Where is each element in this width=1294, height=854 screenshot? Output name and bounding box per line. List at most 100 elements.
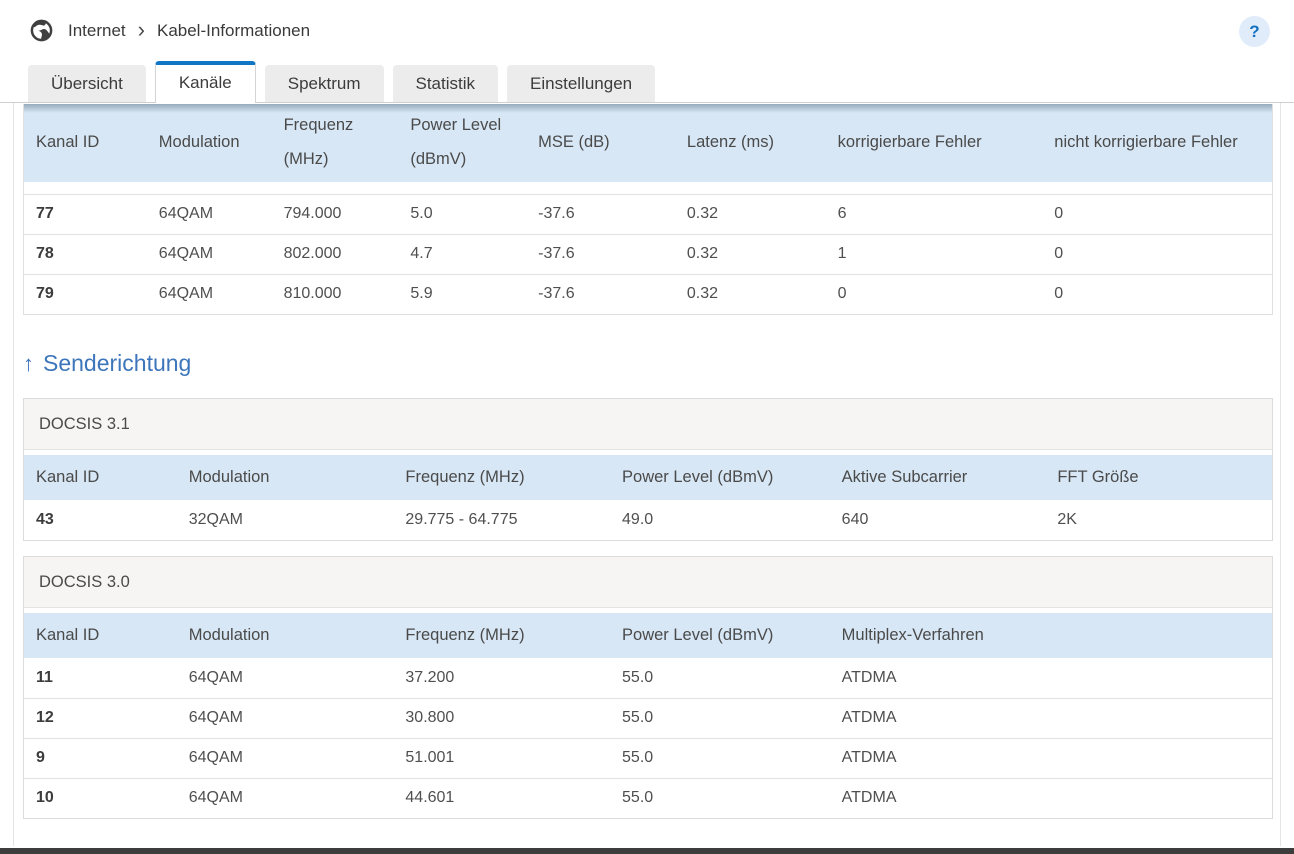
globe-icon [30, 19, 53, 42]
cell: ATDMA [841, 668, 897, 686]
table-row: 78 64QAM 802.000 4.7 -37.6 0.32 1 0 [24, 234, 1272, 274]
help-button[interactable]: ? [1239, 16, 1270, 47]
column-header: Frequenz (MHz) [271, 104, 399, 182]
partial-row [24, 182, 1272, 194]
cell: 640 [841, 511, 869, 528]
cell: 44.601 [405, 789, 455, 807]
tab-statistik[interactable]: Statistik [392, 65, 499, 102]
column-header: korrigierbare Fehler [825, 104, 1043, 182]
cell: 49.0 [622, 511, 654, 528]
cell: 37.200 [405, 668, 455, 686]
cell: 0.32 [686, 285, 719, 303]
column-header: Kanal ID [24, 104, 147, 182]
column-header: Kanal ID [24, 613, 177, 658]
column-header: Multiplex-Verfahren [829, 613, 1272, 658]
table-row: 9 64QAM 51.001 55.0 ATDMA [24, 738, 1272, 778]
cell: ATDMA [841, 749, 897, 766]
cell: 10 [36, 789, 54, 807]
column-header: FFT Größe [1045, 455, 1272, 500]
table-row: 79 64QAM 810.000 5.9 -37.6 0.32 0 0 [24, 274, 1272, 314]
cell: 55.0 [622, 749, 654, 766]
cell: 0 [1054, 285, 1064, 303]
column-header: Kanal ID [24, 455, 177, 500]
downstream-table: Kanal ID Modulation Frequenz (MHz) Power Le… [24, 104, 1272, 314]
table-row: 43 32QAM 29.775 - 64.775 49.0 640 2K [24, 500, 1272, 540]
header-row: Kanal ID Modulation Frequenz (MHz) Power Le… [24, 455, 1272, 500]
cell: ATDMA [841, 789, 897, 807]
cell: 5.0 [410, 205, 433, 222]
cell: -37.6 [538, 245, 575, 262]
header-row: Kanal ID Modulation Frequenz (MHz) Power Le… [24, 613, 1272, 658]
column-header: Modulation [146, 104, 272, 182]
cell: 78 [36, 245, 54, 262]
cell: 5.9 [410, 285, 433, 303]
table-row: 12 64QAM 30.800 55.0 ATDMA [24, 698, 1272, 738]
column-header: Latenz (ms) [674, 104, 826, 182]
cell: 0 [1054, 205, 1064, 222]
column-header: Power Level (dBmV) [610, 613, 830, 658]
docsis31-table: Kanal ID Modulation Frequenz (MHz) Power Le… [24, 455, 1272, 540]
tab-uebersicht[interactable]: Übersicht [28, 65, 146, 102]
cell: 0 [1054, 245, 1064, 262]
cell: 55.0 [622, 668, 654, 686]
cell: 64QAM [188, 668, 243, 686]
column-header: nicht korrigierbare Fehler [1042, 104, 1272, 182]
cell: -37.6 [538, 285, 575, 303]
column-header: MSE (dB) [526, 104, 675, 182]
cell: 79 [36, 285, 54, 303]
cell: 30.800 [405, 709, 455, 726]
cell: 64QAM [188, 749, 243, 766]
cell: 55.0 [622, 789, 654, 807]
cell: 29.775 - 64.775 [405, 511, 518, 528]
breadcrumb-item-internet[interactable]: Internet [68, 20, 126, 40]
tab-bar: Übersicht Kanäle Spektrum Statistik Eins… [28, 61, 656, 103]
column-header: Power Level (dBmV) [610, 455, 830, 500]
cell: 64QAM [158, 245, 214, 262]
cell: 32QAM [188, 511, 243, 528]
column-header: Modulation [176, 455, 394, 500]
tab-kanaele[interactable]: Kanäle [154, 61, 256, 103]
cell: 64QAM [188, 709, 243, 726]
cell: 802.000 [283, 245, 342, 262]
cell: 810.000 [283, 285, 342, 303]
cell: 43 [36, 511, 54, 528]
cell: 0 [837, 285, 847, 303]
up-arrow-icon: ↑ [23, 351, 34, 376]
bottom-bar [0, 848, 1294, 854]
column-header: Frequenz (MHz) [393, 455, 611, 500]
main-content: Kanal ID Modulation Frequenz (MHz) Power Le… [0, 103, 1294, 819]
cell: 0.32 [686, 205, 719, 222]
column-header: Modulation [176, 613, 394, 658]
cell: 64QAM [158, 205, 214, 222]
cell: 64QAM [188, 789, 243, 807]
upstream-heading-label: Senderichtung [43, 350, 192, 376]
cell: 51.001 [405, 749, 455, 766]
docsis30-section: DOCSIS 3.0 Kanal ID Modulation Frequenz (M… [23, 556, 1273, 819]
cell: -37.6 [538, 205, 575, 222]
cell: 12 [36, 709, 54, 726]
cell: 77 [36, 205, 54, 222]
docsis30-table: Kanal ID Modulation Frequenz (MHz) Power Le… [24, 613, 1272, 818]
cell: 0.32 [686, 245, 719, 262]
cell: 6 [837, 205, 847, 222]
cell: 4.7 [410, 245, 433, 262]
tab-spektrum[interactable]: Spektrum [264, 65, 384, 102]
docsis31-section: DOCSIS 3.1 Kanal ID Modulation Frequenz (M… [23, 398, 1273, 541]
upstream-heading: ↑ Senderichtung [23, 350, 1273, 377]
breadcrumb-item-kabel-informationen: Kabel-Informationen [156, 20, 311, 40]
table-row: 11 64QAM 37.200 55.0 ATDMA [24, 658, 1272, 698]
cell: ATDMA [841, 709, 897, 726]
breadcrumb-separator: › [137, 16, 145, 42]
docsis31-title: DOCSIS 3.1 [24, 399, 1272, 450]
cell: 1 [837, 245, 847, 262]
column-header: Frequenz (MHz) [393, 613, 611, 658]
column-header: Power Level (dBmV) [398, 104, 527, 182]
column-header: Aktive Subcarrier [829, 455, 1046, 500]
cell: 794.000 [283, 205, 342, 222]
tab-einstellungen[interactable]: Einstellungen [507, 65, 656, 102]
cell: 9 [36, 749, 45, 766]
cell: 2K [1057, 511, 1077, 528]
header-row: Kanal ID Modulation Frequenz (MHz) Power Le… [24, 104, 1272, 182]
cell: 11 [36, 668, 53, 686]
